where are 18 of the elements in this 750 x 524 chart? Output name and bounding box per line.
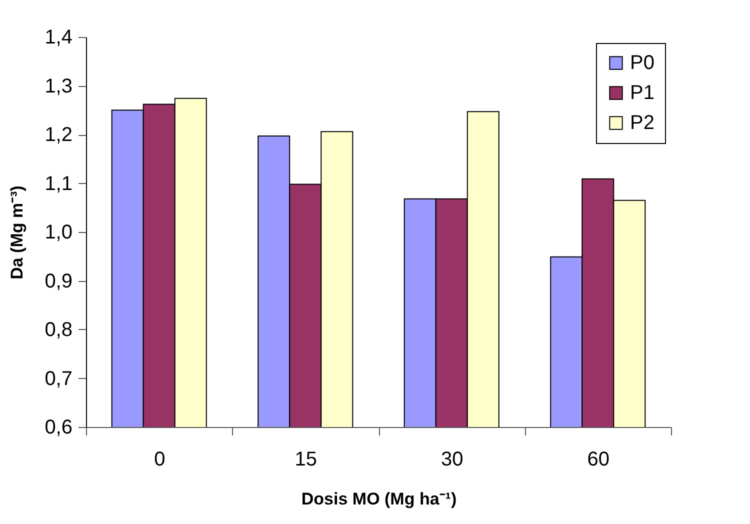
legend-label: P1 [630,82,654,104]
y-tick-label: 1,2 [44,124,72,146]
y-tick-label: 0,9 [44,270,72,292]
y-tick-label: 1,0 [44,222,72,244]
y-tick-label: 1,1 [44,172,72,195]
y-axis-title: Da (Mg m⁻³) [8,186,27,280]
x-tick-label: 60 [587,448,610,470]
y-tick-label: 0,6 [44,416,72,438]
x-tick-label: 30 [441,448,464,470]
legend-label: P0 [630,52,654,74]
x-axis-title: Dosis MO (Mg ha⁻¹) [301,490,457,508]
y-tick-label: 0,8 [44,319,72,341]
x-tick-label: 15 [294,448,317,470]
legend-label: P2 [630,112,654,134]
y-tick-label: 0,7 [44,368,72,390]
x-tick-label: 0 [154,448,166,470]
y-tick-label: 1,3 [44,75,72,98]
y-tick-label: 1,4 [44,26,72,48]
